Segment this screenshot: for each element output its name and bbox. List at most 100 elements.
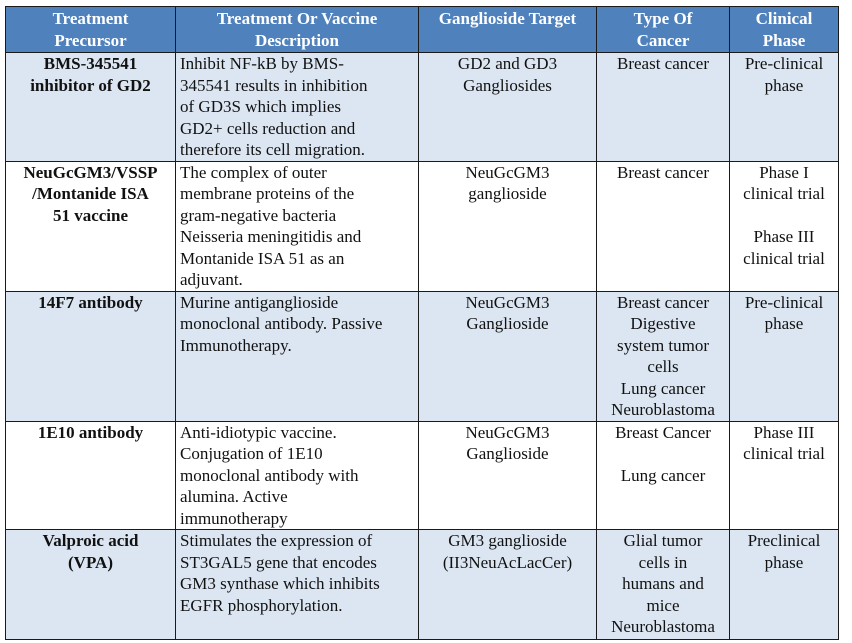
cell-line: GD2 and GD3	[457, 54, 558, 73]
table-row: NeuGcGM3/VSSP/Montanide ISA 51 vaccine Th…	[5, 160, 839, 292]
cell-line: Breast Cancer	[615, 422, 711, 442]
cell-line: Description	[254, 30, 340, 50]
cell-line: Murine antiganglioside	[180, 292, 339, 312]
cell-line: Neisseria meningitidis and	[180, 227, 362, 246]
cell-line: ST3GAL5 gene that encodes	[180, 552, 377, 572]
cell-line: Immunotherapy.	[180, 335, 292, 355]
cell-line: NeuGcGM3	[465, 422, 550, 442]
cell-cancer-type: Breast cancer	[596, 160, 730, 292]
cell-line: system tumor	[616, 335, 710, 355]
table-row: BMS-345541 inhibitor of GD2 Inhibit NF-kB…	[5, 52, 839, 162]
cell-line: 51 vaccine	[52, 205, 129, 225]
cell-line: therefore its cell migration.	[180, 140, 366, 159]
cell-line: Treatment	[52, 9, 129, 28]
cell-line: alumina. Active	[180, 487, 288, 506]
cell-line: Glial tumor	[623, 531, 703, 550]
cell-line: adjuvant.	[180, 270, 243, 289]
header-clinical-phase: Clinical Phase	[729, 6, 839, 53]
cell-line: membrane proteins of the	[180, 184, 355, 203]
cell-cancer-type: Breast cancer Digestive system tumor cells L…	[596, 290, 730, 422]
cell-line: (II3NeuAcLacCer)	[442, 552, 573, 572]
cell-line: Pre-clinical	[744, 292, 824, 312]
cell-line: Treatment Or Vaccine	[216, 9, 378, 28]
cell-line: /Montanide ISA	[32, 184, 149, 203]
cell-line: 345541 results in inhibition	[180, 75, 368, 95]
cell-line: cells	[647, 357, 679, 376]
cell-line: Inhibit NF-kB by BMS-	[180, 54, 344, 73]
cell-line: Neuroblastoma	[611, 617, 715, 636]
cell-line: GM3 ganglioside	[448, 531, 567, 550]
cell-line: The complex of outer	[180, 162, 327, 182]
cell-clinical-phase: Phase I clinical trial Phase III clinical t…	[729, 160, 839, 292]
cell-line: Phase III	[753, 227, 815, 246]
cell-description: Stimulates the expression of ST3GAL5 gene…	[175, 529, 419, 640]
cell-line: phase	[764, 552, 804, 572]
cell-cancer-type: Glial tumor cells in humans and mice Neurobl…	[596, 529, 730, 640]
cell-line: phase	[764, 75, 804, 95]
cell-line: humans and	[622, 574, 704, 593]
cell-line: Anti-idiotypic vaccine.	[180, 422, 337, 442]
cell-description: The complex of outer membrane proteins of…	[175, 160, 419, 292]
cell-line: NeuGcGM3	[465, 162, 550, 182]
cell-line: EGFR phosphorylation.	[180, 595, 343, 615]
cell-description: Murine antiganglioside monoclonal antibod…	[175, 290, 419, 422]
cell-line: clinical trial	[743, 444, 825, 463]
cell-line: NeuGcGM3/VSSP	[23, 162, 158, 182]
table-row: Valproic acid (VPA) Stimulates the expres…	[5, 529, 839, 640]
cell-line: monoclonal antibody. Passive	[180, 314, 383, 333]
cell-line: ganglioside	[468, 184, 547, 203]
cell-line: Ganglioside	[466, 444, 549, 463]
cell-ganglioside-target: NeuGcGM3 ganglioside	[418, 160, 597, 292]
cell-line: Gangliosides	[463, 75, 552, 95]
cell-line: Breast cancer	[616, 162, 710, 182]
cell-line: phase	[764, 314, 804, 333]
cell-description: Anti-idiotypic vaccine. Conjugation of 1E…	[175, 420, 419, 530]
header-treatment-precursor: Treatment Precursor	[5, 6, 176, 53]
header-type-of-cancer: Type Of Cancer	[596, 6, 730, 53]
cell-line: Digestive	[630, 314, 696, 333]
cell-line: Lung cancer	[620, 378, 706, 398]
cell-line: Phase	[762, 30, 806, 50]
cell-line: GD2+ cells reduction and	[180, 118, 356, 138]
cell-line: monoclonal antibody with	[180, 465, 359, 485]
cell-clinical-phase: Preclinical phase	[729, 529, 839, 640]
cell-line: Cancer	[636, 30, 690, 50]
cell-line: gram-negative bacteria	[180, 205, 337, 225]
cell-cancer-type: Breast Cancer Lung cancer	[596, 420, 730, 530]
cell-clinical-phase: Pre-clinical phase	[729, 52, 839, 162]
header-row: Treatment Precursor Treatment Or Vaccine D…	[5, 6, 839, 53]
cell-line: Valproic acid	[42, 531, 139, 550]
cell-line: Stimulates the expression of	[180, 531, 373, 550]
cell-line: immunotherapy	[180, 508, 288, 528]
cell-line: Montanide ISA 51 as an	[180, 248, 345, 268]
cell-line: mice	[646, 595, 680, 615]
cell-precursor: BMS-345541 inhibitor of GD2	[5, 52, 176, 162]
table-row: 14F7 antibody Murine antiganglioside mono…	[5, 290, 839, 422]
cell-clinical-phase: Pre-clinical phase	[729, 290, 839, 422]
cell-line: GM3 synthase which inhibits	[180, 574, 380, 593]
cell-precursor: 14F7 antibody	[5, 290, 176, 422]
line-gap	[734, 205, 834, 227]
cell-precursor: NeuGcGM3/VSSP/Montanide ISA 51 vaccine	[5, 160, 176, 292]
cell-line: Precursor	[54, 30, 127, 50]
cell-ganglioside-target: NeuGcGM3 Ganglioside	[418, 420, 597, 530]
cell-line: Conjugation of 1E10	[180, 444, 323, 463]
cell-line: Breast cancer	[616, 292, 710, 312]
cell-ganglioside-target: NeuGcGM3 Ganglioside	[418, 290, 597, 422]
cell-line: of GD3S which implies	[180, 97, 342, 116]
cell-cancer-type: Breast cancer	[596, 52, 730, 162]
cell-clinical-phase: Phase III clinical trial	[729, 420, 839, 530]
cell-line: Neuroblastoma	[611, 400, 715, 419]
cell-line: Type Of	[633, 9, 693, 28]
cell-precursor: 1E10 antibody	[5, 420, 176, 530]
cell-line: inhibitor of GD2	[30, 75, 151, 95]
cell-line: Pre-clinical	[744, 54, 824, 73]
cell-description: Inhibit NF-kB by BMS- 345541 results in i…	[175, 52, 419, 162]
cell-line: Ganglioside Target	[438, 9, 577, 28]
cell-line: Breast cancer	[616, 54, 710, 73]
header-ganglioside-target: Ganglioside Target	[418, 6, 597, 53]
cell-line: 1E10 antibody	[37, 422, 144, 442]
ganglioside-treatment-table: Treatment Precursor Treatment Or Vaccine D…	[5, 6, 839, 640]
cell-line: Clinical	[755, 9, 813, 28]
cell-line: NeuGcGM3	[465, 292, 550, 312]
